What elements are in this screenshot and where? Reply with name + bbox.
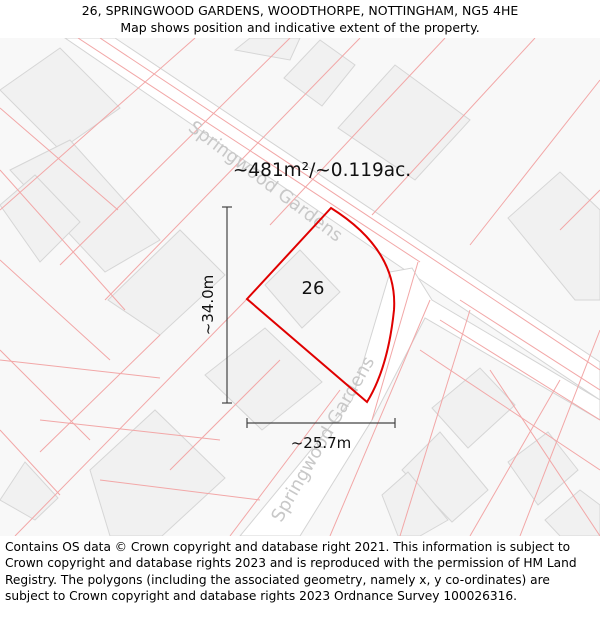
map-header: 26, SPRINGWOOD GARDENS, WOODTHORPE, NOTT…: [0, 0, 600, 40]
building: [0, 461, 59, 521]
property-boundary[interactable]: [245, 206, 396, 404]
copyright-notice: Contains OS data © Crown copyright and d…: [5, 540, 577, 604]
building: [544, 489, 600, 536]
building: [9, 139, 161, 273]
road-lower: [239, 267, 600, 536]
buildings: [0, 38, 600, 536]
area-label: ~481m²/~0.119ac.: [233, 160, 411, 181]
building: [337, 64, 471, 181]
building: [107, 229, 226, 336]
width-dimension-line: [246, 418, 396, 428]
building: [431, 367, 516, 449]
height-dimension-line: [222, 206, 232, 404]
parcel-boundaries: [0, 38, 600, 536]
width-dimension-label: ~25.7m: [291, 434, 352, 452]
building: [0, 47, 121, 151]
building: [283, 39, 356, 107]
building: [0, 174, 81, 263]
property-address: 26, SPRINGWOOD GARDENS, WOODTHORPE, NOTT…: [81, 3, 519, 18]
building: [204, 327, 323, 431]
height-dimension-label: ~34.0m: [199, 275, 217, 336]
building: [89, 409, 226, 536]
building: [507, 171, 600, 301]
property-map[interactable]: Springwood Gardens Springwood Gardens 26…: [0, 38, 600, 536]
map-subtitle: Map shows position and indicative extent…: [120, 20, 480, 35]
building: [381, 471, 449, 536]
plot-number: 26: [302, 278, 325, 299]
building: [264, 249, 341, 329]
building: [507, 431, 579, 506]
